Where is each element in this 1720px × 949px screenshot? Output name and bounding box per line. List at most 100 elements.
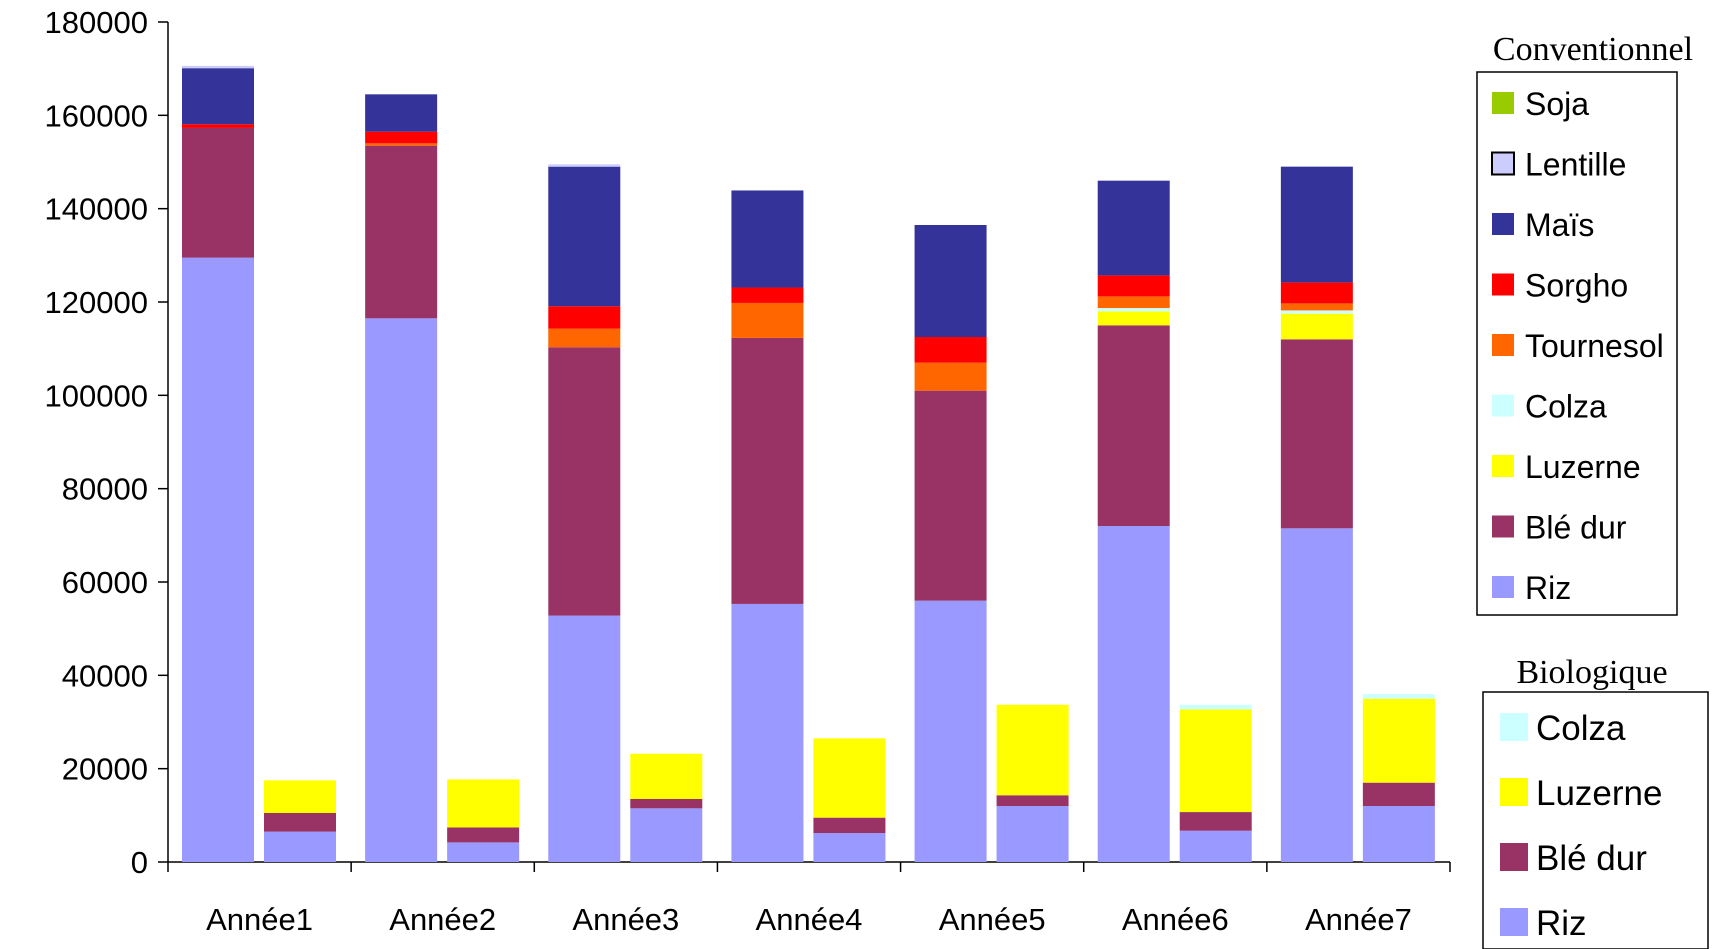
legend-label-colza: Colza	[1525, 389, 1607, 425]
bar-conventionnel-riz-annee2	[365, 318, 438, 862]
y-tick-label: 100000	[45, 378, 148, 413]
bar-conventionnel-sorgho-annee1	[182, 124, 254, 128]
bar-conventionnel-riz-annee3	[548, 615, 621, 862]
legend-swatch-mais	[1492, 213, 1514, 235]
x-category-label: Année3	[572, 902, 679, 937]
bar-conventionnel-sorgho-annee3	[548, 306, 621, 329]
bar-biologique-ble-dur-annee5	[996, 795, 1069, 806]
x-category-label: Année7	[1305, 902, 1412, 937]
bar-conventionnel-tournesol-annee2	[365, 143, 438, 146]
legend-swatch-soja	[1492, 92, 1514, 114]
legend-label-bio-ble-dur: Blé dur	[1536, 839, 1647, 878]
y-tick-label: 120000	[45, 285, 148, 320]
bar-conventionnel-ble-dur-annee7	[1280, 339, 1353, 529]
x-category-label: Année6	[1122, 902, 1229, 937]
bar-conventionnel-mais-annee5	[914, 225, 987, 337]
bar-biologique-ble-dur-annee4	[813, 817, 886, 834]
bar-biologique-riz-annee7	[1362, 806, 1435, 862]
bar-biologique-luzerne-annee7	[1362, 698, 1435, 783]
bar-biologique-ble-dur-annee2	[447, 827, 520, 843]
bar-biologique-riz-annee1	[264, 831, 336, 862]
y-tick-label: 180000	[45, 5, 148, 40]
legend-swatch-ble-dur	[1492, 515, 1514, 538]
y-tick-label: 140000	[45, 192, 148, 227]
y-tick-label: 0	[131, 845, 148, 880]
bar-conventionnel-tournesol-annee5	[914, 362, 987, 391]
bar-conventionnel-mais-annee1	[182, 68, 254, 125]
bar-conventionnel-sorgho-annee7	[1280, 282, 1353, 304]
bar-conventionnel-sorgho-annee5	[914, 337, 987, 363]
legend-swatch-bio-colza	[1500, 713, 1528, 741]
x-category-label: Année1	[206, 902, 313, 937]
bar-conventionnel-mais-annee3	[548, 166, 621, 307]
bar-biologique-ble-dur-annee3	[630, 799, 703, 809]
x-category-label: Année4	[756, 902, 863, 937]
legend-label-tournesol: Tournesol	[1525, 328, 1664, 364]
bar-biologique-riz-annee4	[813, 833, 886, 862]
legend-layer: Conventionnel Soja Lentille Maïs Sorgho Tourn…	[1476, 31, 1709, 949]
bar-conventionnel-mais-annee6	[1097, 180, 1170, 276]
bar-biologique-ble-dur-annee7	[1362, 782, 1435, 806]
legend-title-conventionnel: Conventionnel	[1493, 31, 1693, 68]
bar-conventionnel-riz-annee4	[731, 603, 804, 862]
bar-biologique-riz-annee3	[630, 808, 703, 862]
bar-conventionnel-tournesol-annee3	[548, 328, 621, 348]
bar-conventionnel-tournesol-annee6	[1097, 296, 1170, 309]
bar-conventionnel-luzerne-annee7	[1280, 313, 1353, 340]
x-category-label: Année2	[389, 902, 496, 937]
legend-swatch-colza	[1492, 394, 1514, 417]
legend-label-ble-dur: Blé dur	[1525, 510, 1627, 546]
bar-conventionnel-mais-annee7	[1280, 166, 1353, 283]
bar-biologique-riz-annee2	[447, 842, 520, 862]
bar-biologique-ble-dur-annee1	[264, 813, 336, 832]
legend-swatch-tournesol	[1492, 334, 1514, 356]
bar-biologique-luzerne-annee1	[264, 780, 336, 813]
bar-conventionnel-riz-annee7	[1280, 528, 1353, 862]
legend-label-luzerne: Luzerne	[1525, 449, 1641, 485]
legend-label-riz: Riz	[1525, 570, 1571, 606]
y-tick-label: 20000	[62, 752, 148, 787]
legend-swatch-bio-ble-dur	[1500, 843, 1528, 871]
legend-swatch-luzerne	[1492, 455, 1514, 477]
legend-swatch-lentille	[1491, 151, 1515, 176]
legend-swatch-riz	[1492, 576, 1514, 598]
bar-biologique-riz-annee6	[1179, 830, 1252, 862]
y-tick-label: 80000	[62, 472, 148, 507]
legend-swatch-bio-riz	[1500, 908, 1528, 936]
bar-conventionnel-riz-annee6	[1097, 526, 1170, 862]
bar-conventionnel-ble-dur-annee1	[182, 127, 254, 258]
bar-biologique-riz-annee5	[996, 806, 1069, 862]
bar-conventionnel-mais-annee2	[365, 94, 438, 132]
bar-biologique-luzerne-annee2	[447, 779, 520, 828]
legend-title-biologique: Biologique	[1516, 654, 1667, 691]
bar-biologique-colza-annee6	[1179, 704, 1252, 710]
bar-conventionnel-tournesol-annee7	[1280, 303, 1353, 311]
bar-conventionnel-ble-dur-annee4	[731, 337, 804, 604]
legend-label-bio-riz: Riz	[1536, 904, 1587, 943]
legend-label-bio-luzerne: Luzerne	[1536, 774, 1662, 813]
legend-label-soja: Soja	[1525, 86, 1589, 122]
bar-biologique-luzerne-annee3	[630, 753, 703, 799]
bars-layer	[182, 65, 1435, 863]
bar-conventionnel-ble-dur-annee5	[914, 390, 987, 601]
bar-conventionnel-mais-annee4	[731, 190, 804, 288]
bar-conventionnel-colza-annee7	[1280, 310, 1353, 314]
bar-conventionnel-lentille-annee1	[182, 65, 254, 69]
bar-conventionnel-lentille-annee3	[548, 164, 621, 167]
y-tick-label: 60000	[62, 565, 148, 600]
bar-conventionnel-colza-annee6	[1097, 308, 1170, 312]
legend-label-mais: Maïs	[1525, 207, 1594, 243]
bar-conventionnel-riz-annee5	[914, 600, 987, 862]
bar-biologique-luzerne-annee6	[1179, 709, 1252, 813]
bar-conventionnel-ble-dur-annee2	[365, 145, 438, 319]
bar-biologique-ble-dur-annee6	[1179, 812, 1252, 831]
bar-conventionnel-tournesol-annee4	[731, 302, 804, 338]
bar-conventionnel-ble-dur-annee6	[1097, 325, 1170, 526]
bar-conventionnel-sorgho-annee4	[731, 287, 804, 303]
legend-label-lentille: Lentille	[1525, 147, 1626, 183]
legend-label-bio-colza: Colza	[1536, 709, 1626, 748]
bar-conventionnel-riz-annee1	[182, 257, 254, 863]
bar-biologique-luzerne-annee5	[996, 704, 1069, 796]
y-tick-label: 40000	[62, 658, 148, 693]
axis-layer: 0 20000 40000 60000 80000 100000 120000 140000 1…	[45, 5, 1451, 937]
